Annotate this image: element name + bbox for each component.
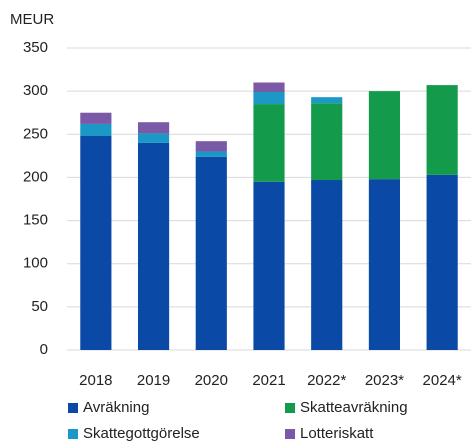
- legend-swatch: [68, 429, 78, 439]
- legend-label: Lotteriskatt: [300, 425, 374, 442]
- bar-segment: [80, 136, 112, 350]
- bar-segment: [137, 133, 170, 143]
- y-tick-label: 0: [40, 341, 48, 358]
- y-axis-label: MEUR: [10, 11, 54, 28]
- bar-segment: [137, 122, 170, 134]
- legend-label: Avräkning: [83, 399, 149, 416]
- bar-segment: [195, 141, 227, 152]
- y-tick-label: 350: [23, 39, 48, 56]
- legend-label: Skattegottgörelse: [83, 425, 200, 442]
- bar-segment: [253, 92, 285, 105]
- x-tick-label: 2018: [79, 372, 112, 389]
- bar-segment: [195, 151, 227, 157]
- bar-segment: [253, 82, 285, 93]
- y-tick-label: 100: [23, 255, 48, 272]
- legend-swatch: [68, 403, 78, 413]
- x-tick-label: 2021: [252, 372, 285, 389]
- bar-segment: [426, 85, 458, 175]
- legend-swatch: [285, 403, 295, 413]
- y-tick-label: 200: [23, 168, 48, 185]
- bar-segment: [80, 112, 112, 124]
- y-tick-label: 150: [23, 212, 48, 229]
- bar-segment: [195, 156, 227, 350]
- y-tick-label: 250: [23, 125, 48, 142]
- x-tick-label: 2022*: [307, 372, 346, 389]
- bar-segment: [368, 91, 401, 180]
- bar-segment: [368, 179, 401, 350]
- bar-segment: [253, 181, 285, 350]
- bar-segment: [311, 180, 343, 350]
- bar-segment: [253, 104, 285, 182]
- x-tick-label: 2023*: [365, 372, 404, 389]
- x-tick-label: 2020: [195, 372, 228, 389]
- y-tick-label: 50: [31, 298, 48, 315]
- x-tick-label: 2024*: [423, 372, 462, 389]
- bar-segment: [137, 142, 170, 350]
- bar-segment: [80, 123, 112, 137]
- legend-label: Skatteavräkning: [300, 399, 408, 416]
- x-tick-label: 2019: [137, 372, 170, 389]
- y-tick-label: 300: [23, 82, 48, 99]
- bar-segment: [311, 97, 343, 104]
- bar-segment: [426, 174, 458, 350]
- legend-swatch: [285, 429, 295, 439]
- bar-segment: [311, 103, 343, 181]
